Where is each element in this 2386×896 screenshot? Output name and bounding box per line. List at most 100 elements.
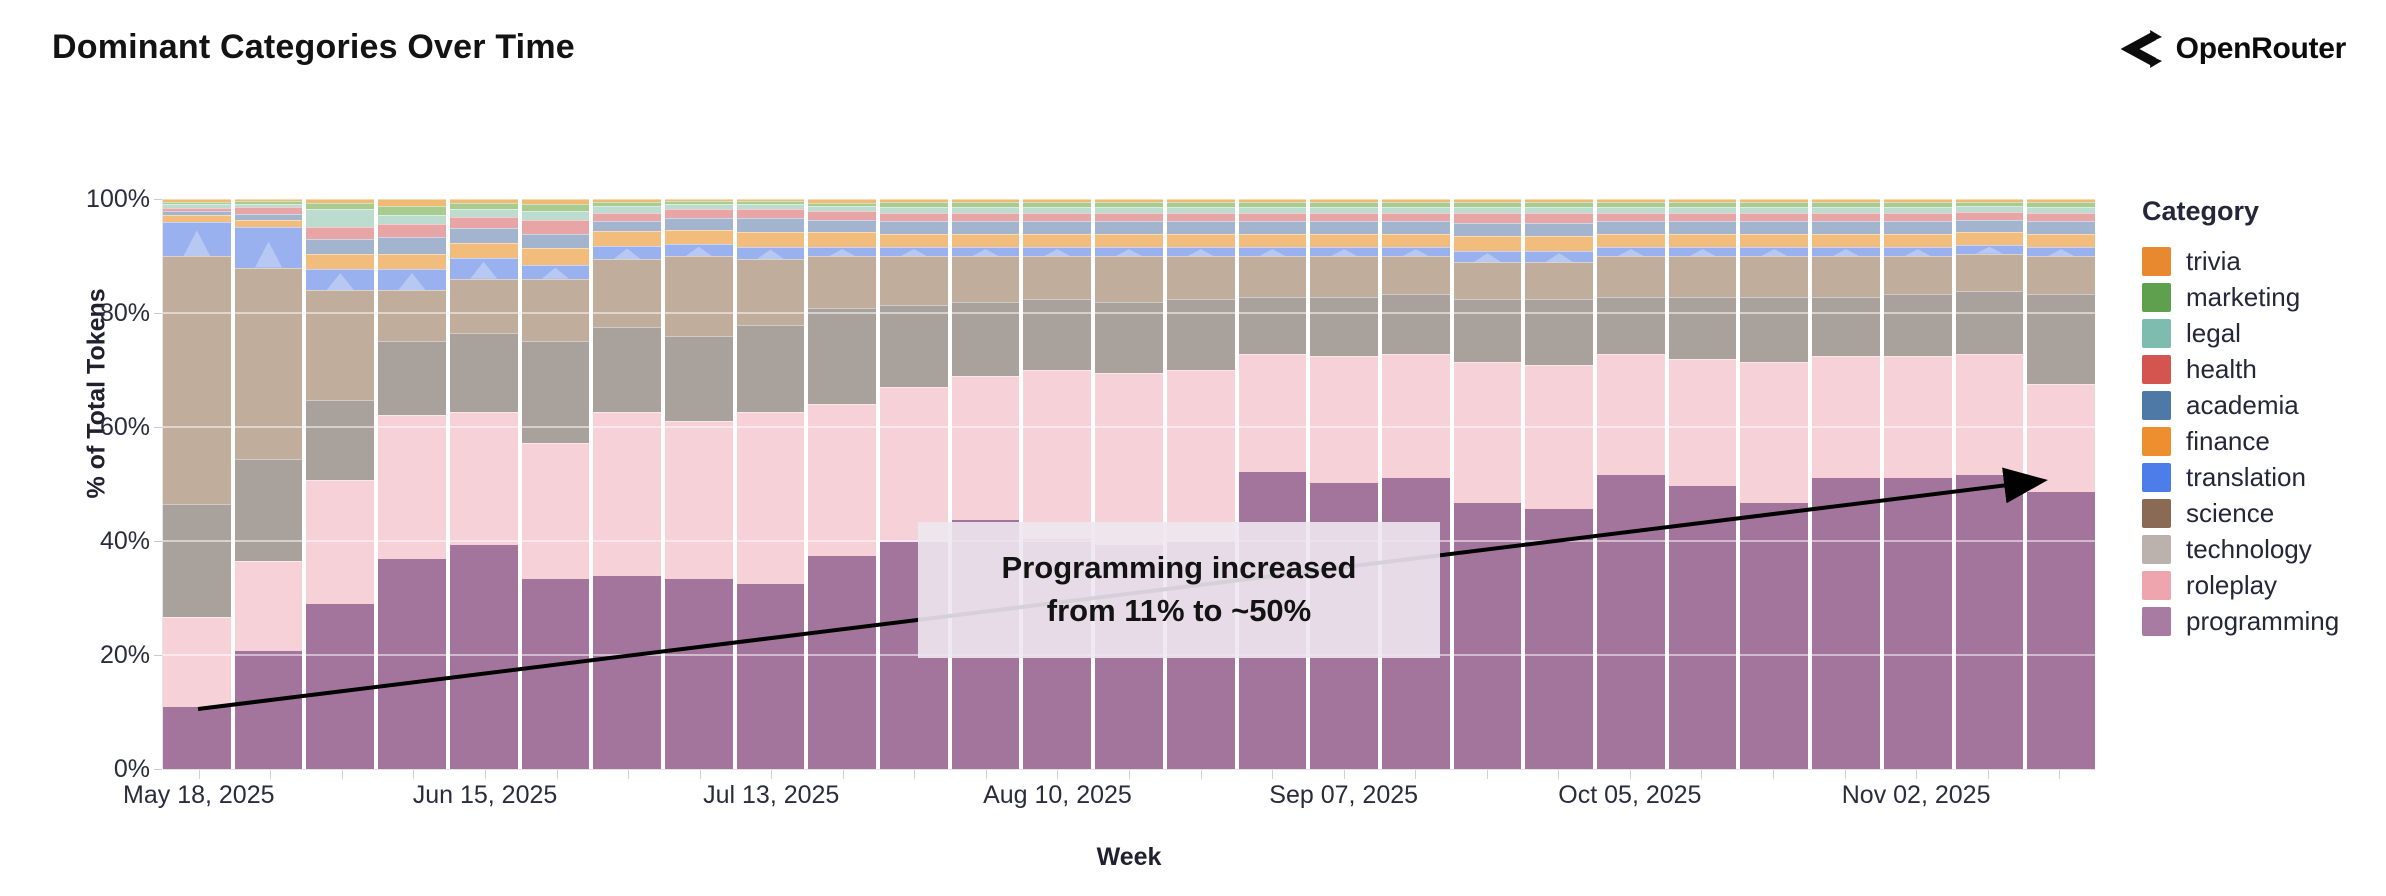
segment-programming[interactable]	[664, 578, 733, 769]
segment-technology[interactable]	[1812, 296, 1880, 357]
segment-finance[interactable]	[1095, 233, 1163, 247]
segment-legal[interactable]	[1238, 206, 1307, 213]
week-bar-16[interactable]	[1310, 199, 1378, 769]
segment-translation[interactable]	[1381, 246, 1450, 257]
segment-science[interactable]	[808, 256, 877, 308]
segment-roleplay[interactable]	[2027, 384, 2095, 492]
segment-translation[interactable]	[593, 245, 661, 260]
segment-technology[interactable]	[378, 341, 446, 416]
segment-translation[interactable]	[951, 246, 1020, 257]
segment-translation[interactable]	[306, 269, 375, 290]
segment-trivia[interactable]	[521, 199, 590, 205]
segment-science[interactable]	[736, 259, 805, 325]
segment-roleplay[interactable]	[736, 412, 805, 585]
segment-technology[interactable]	[664, 335, 733, 421]
segment-roleplay[interactable]	[880, 387, 948, 543]
week-bar-3[interactable]	[378, 199, 446, 769]
segment-legal[interactable]	[880, 206, 948, 213]
segment-health[interactable]	[664, 209, 733, 218]
segment-programming[interactable]	[1812, 477, 1880, 769]
segment-technology[interactable]	[1668, 296, 1737, 360]
segment-marketing[interactable]	[1668, 202, 1737, 207]
segment-technology[interactable]	[1381, 293, 1450, 354]
segment-finance[interactable]	[593, 231, 661, 246]
segment-finance[interactable]	[1812, 233, 1880, 247]
segment-marketing[interactable]	[1955, 202, 2024, 207]
week-bar-10[interactable]	[880, 199, 948, 769]
segment-finance[interactable]	[1668, 233, 1737, 247]
segment-trivia[interactable]	[2027, 199, 2095, 203]
segment-marketing[interactable]	[1166, 202, 1235, 207]
segment-legal[interactable]	[1525, 206, 1594, 214]
segment-legal[interactable]	[521, 210, 590, 221]
segment-programming[interactable]	[1883, 477, 1952, 769]
segment-programming[interactable]	[449, 544, 518, 769]
segment-roleplay[interactable]	[1453, 361, 1522, 503]
segment-academia[interactable]	[736, 218, 805, 232]
segment-technology[interactable]	[593, 327, 661, 413]
week-bar-17[interactable]	[1381, 199, 1450, 769]
segment-finance[interactable]	[1166, 233, 1235, 247]
segment-roleplay[interactable]	[449, 412, 518, 545]
segment-legal[interactable]	[593, 206, 661, 213]
segment-academia[interactable]	[1238, 221, 1307, 234]
segment-trivia[interactable]	[306, 199, 375, 203]
week-bar-21[interactable]	[1668, 199, 1737, 769]
segment-translation[interactable]	[163, 221, 231, 257]
segment-roleplay[interactable]	[664, 420, 733, 579]
segment-translation[interactable]	[736, 246, 805, 260]
segment-health[interactable]	[880, 212, 948, 222]
segment-roleplay[interactable]	[1023, 370, 1092, 540]
segment-science[interactable]	[1668, 256, 1737, 297]
segment-health[interactable]	[808, 211, 877, 220]
segment-health[interactable]	[163, 207, 231, 212]
week-bar-20[interactable]	[1597, 199, 1665, 769]
segment-finance[interactable]	[1023, 233, 1092, 247]
segment-translation[interactable]	[1023, 246, 1092, 257]
segment-marketing[interactable]	[1095, 202, 1163, 207]
segment-translation[interactable]	[1883, 246, 1952, 257]
segment-academia[interactable]	[449, 228, 518, 244]
segment-science[interactable]	[1381, 256, 1450, 294]
legend-item-trivia[interactable]: trivia	[2142, 243, 2339, 279]
legend-item-academia[interactable]: academia	[2142, 387, 2339, 423]
segment-health[interactable]	[1453, 213, 1522, 224]
segment-academia[interactable]	[1597, 221, 1665, 234]
segment-science[interactable]	[880, 256, 948, 305]
segment-technology[interactable]	[808, 307, 877, 404]
segment-translation[interactable]	[664, 244, 733, 257]
segment-roleplay[interactable]	[1310, 356, 1378, 484]
segment-marketing[interactable]	[163, 201, 231, 205]
segment-roleplay[interactable]	[378, 415, 446, 559]
segment-programming[interactable]	[736, 584, 805, 769]
segment-marketing[interactable]	[1381, 202, 1450, 207]
segment-health[interactable]	[521, 220, 590, 234]
segment-trivia[interactable]	[1668, 199, 1737, 203]
segment-marketing[interactable]	[2027, 202, 2095, 207]
segment-marketing[interactable]	[234, 201, 303, 204]
segment-programming[interactable]	[1525, 508, 1594, 769]
segment-academia[interactable]	[163, 211, 231, 216]
segment-programming[interactable]	[306, 603, 375, 769]
segment-science[interactable]	[1095, 256, 1163, 303]
segment-academia[interactable]	[378, 236, 446, 255]
segment-health[interactable]	[1740, 212, 1809, 222]
segment-technology[interactable]	[521, 341, 590, 444]
segment-roleplay[interactable]	[808, 403, 877, 557]
segment-roleplay[interactable]	[1095, 373, 1163, 545]
segment-marketing[interactable]	[1597, 202, 1665, 207]
segment-legal[interactable]	[163, 204, 231, 208]
week-bar-18[interactable]	[1453, 199, 1522, 769]
segment-technology[interactable]	[1740, 296, 1809, 362]
segment-finance[interactable]	[808, 231, 877, 247]
segment-finance[interactable]	[1381, 233, 1450, 247]
segment-programming[interactable]	[1955, 474, 2024, 769]
segment-translation[interactable]	[521, 264, 590, 279]
segment-academia[interactable]	[1381, 221, 1450, 234]
segment-science[interactable]	[664, 256, 733, 336]
segment-legal[interactable]	[736, 204, 805, 209]
segment-marketing[interactable]	[1453, 202, 1522, 207]
week-bar-12[interactable]	[1023, 199, 1092, 769]
segment-trivia[interactable]	[449, 198, 518, 203]
segment-translation[interactable]	[1238, 246, 1307, 257]
